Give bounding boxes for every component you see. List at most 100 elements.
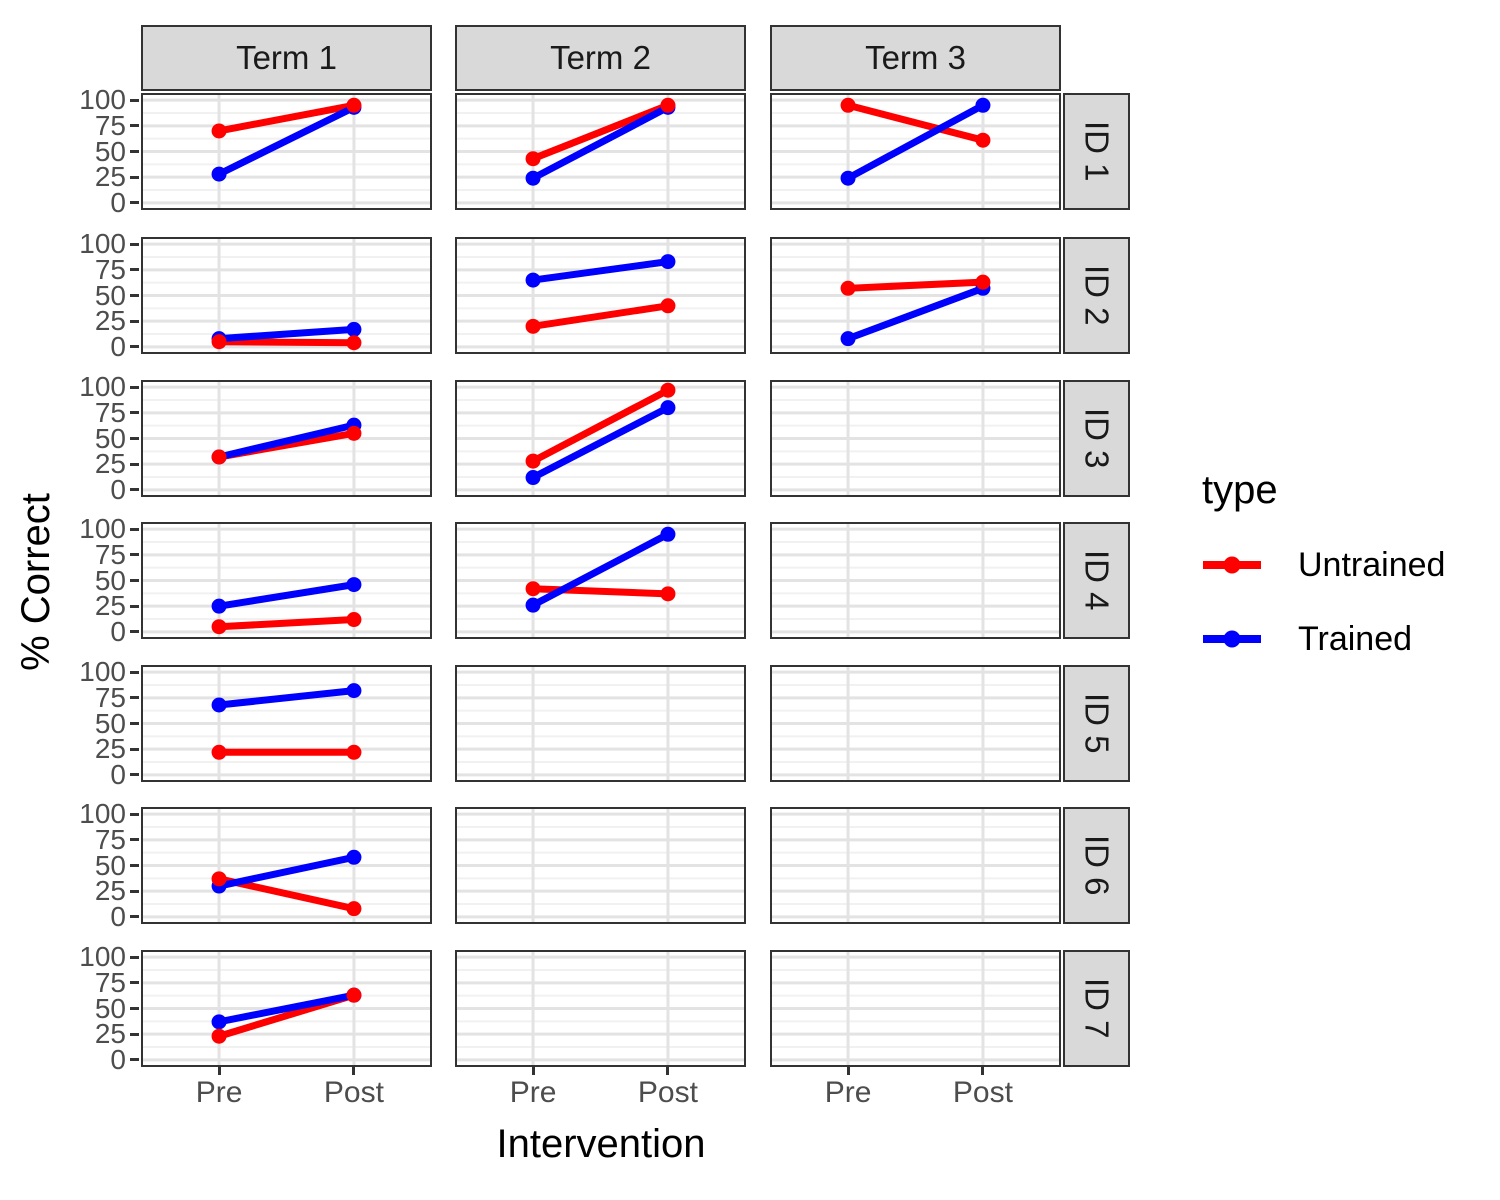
y-axis-tick-label: 0 <box>110 330 126 362</box>
y-axis-tick <box>130 696 139 700</box>
y-axis-tick-label: 50 <box>94 279 126 311</box>
panel-id4-term1 <box>141 522 432 639</box>
y-axis-tick-label: 50 <box>94 992 126 1024</box>
panel-id5-term2 <box>455 665 746 782</box>
y-axis-tick <box>130 553 139 557</box>
y-axis-tick <box>130 268 139 272</box>
y-axis-tick-label: 100 <box>79 513 126 545</box>
y-axis-tick-label: 100 <box>79 798 126 830</box>
y-axis-tick-label: 0 <box>110 473 126 505</box>
panel-id7-term1 <box>141 950 432 1067</box>
x-axis-tick-label: Post <box>952 1076 1013 1109</box>
panel-id1-term3 <box>770 93 1061 210</box>
facet-row-strip-6: ID 6 <box>1063 807 1130 924</box>
y-axis-tick <box>130 630 139 634</box>
legend-item-trained: Trained <box>1200 617 1490 661</box>
y-axis-tick <box>130 488 139 492</box>
x-axis-tick <box>352 1066 356 1075</box>
facet-column-strip-2: Term 2 <box>455 25 746 91</box>
panel-plot-area <box>143 382 430 495</box>
y-axis-tick <box>130 1007 139 1010</box>
panel-plot-area <box>772 239 1059 352</box>
panel-id5-term3 <box>770 665 1061 782</box>
panel-plot-area <box>143 524 430 637</box>
panel-plot-area <box>143 667 430 780</box>
panel-plot-area <box>457 809 744 922</box>
panel-plot-area <box>772 667 1059 780</box>
panel-id6-term1 <box>141 807 432 924</box>
panel-plot-area <box>772 382 1059 495</box>
y-axis-tick-label: 100 <box>79 84 126 116</box>
y-axis-tick <box>130 201 139 205</box>
y-axis-tick <box>130 345 139 349</box>
facet-row-strip-4: ID 4 <box>1063 522 1130 639</box>
facet-row-strip-7: ID 7 <box>1063 950 1130 1067</box>
y-axis-tick <box>130 981 139 985</box>
legend-title: type <box>1202 468 1278 512</box>
facet-column-strip-3: Term 3 <box>770 25 1061 91</box>
y-axis-tick-label: 25 <box>94 161 126 193</box>
facet-row-strip-3: ID 3 <box>1063 380 1130 497</box>
y-axis-tick <box>130 1032 139 1036</box>
untrained-line-key-icon <box>1203 556 1261 574</box>
y-axis-tick <box>130 319 139 323</box>
x-axis-tick-label: Post <box>323 1076 384 1109</box>
y-axis-tick <box>130 527 139 531</box>
y-axis-tick-label: 75 <box>94 109 126 141</box>
y-axis-tick-label: 100 <box>79 371 126 403</box>
y-axis-tick-label: 75 <box>94 538 126 570</box>
x-axis-tick <box>531 1066 535 1075</box>
legend-item-untrained: Untrained <box>1200 543 1490 587</box>
legend-label-trained: Trained <box>1298 619 1413 658</box>
panel-id2-term1 <box>141 237 432 354</box>
x-axis-title: Intervention <box>496 1122 706 1166</box>
panel-plot-area <box>143 809 430 922</box>
panel-plot-area <box>772 952 1059 1065</box>
y-axis-tick-label: 100 <box>79 941 126 973</box>
panel-plot-area <box>772 809 1059 922</box>
panel-plot-area <box>457 95 744 208</box>
panel-plot-area <box>457 382 744 495</box>
y-axis-tick <box>130 437 139 440</box>
y-axis-tick-label: 50 <box>94 564 126 596</box>
y-axis-tick <box>130 150 139 153</box>
y-axis-tick <box>130 411 139 415</box>
x-axis-tick-label: Pre <box>824 1076 872 1109</box>
y-axis-tick-label: 0 <box>110 900 126 932</box>
panel-id1-term2 <box>455 93 746 210</box>
y-axis-tick <box>130 864 139 867</box>
y-axis-tick-label: 25 <box>94 733 126 765</box>
legend: type Untrained Trained <box>1200 468 1490 661</box>
panel-plot-area <box>457 524 744 637</box>
y-axis-tick-label: 75 <box>94 823 126 855</box>
x-axis-tick-label: Pre <box>509 1076 557 1109</box>
panel-plot-area <box>772 524 1059 637</box>
panel-id5-term1 <box>141 665 432 782</box>
panel-plot-area <box>772 95 1059 208</box>
panel-id6-term3 <box>770 807 1061 924</box>
y-axis-tick <box>130 579 139 582</box>
y-axis-tick <box>130 242 139 246</box>
y-axis-tick-label: 75 <box>94 681 126 713</box>
x-axis-tick <box>846 1066 850 1075</box>
y-axis-tick-label: 0 <box>110 758 126 790</box>
y-axis-tick-label: 100 <box>79 228 126 260</box>
x-axis-tick <box>981 1066 985 1075</box>
panel-id2-term2 <box>455 237 746 354</box>
y-axis-tick <box>130 889 139 893</box>
y-axis-tick <box>130 747 139 751</box>
y-axis-tick-label: 75 <box>94 966 126 998</box>
panel-id3-term2 <box>455 380 746 497</box>
y-axis-tick <box>130 385 139 389</box>
y-axis-tick <box>130 124 139 128</box>
panel-plot-area <box>457 952 744 1065</box>
panel-plot-area <box>143 95 430 208</box>
y-axis-tick-label: 50 <box>94 422 126 454</box>
y-axis-tick-label: 100 <box>79 656 126 688</box>
legend-label-untrained: Untrained <box>1298 545 1446 584</box>
panel-id1-term1 <box>141 93 432 210</box>
panel-id7-term2 <box>455 950 746 1067</box>
x-axis-tick-label: Pre <box>195 1076 243 1109</box>
x-axis-tick <box>217 1066 221 1075</box>
trained-line-key-icon <box>1203 630 1261 648</box>
